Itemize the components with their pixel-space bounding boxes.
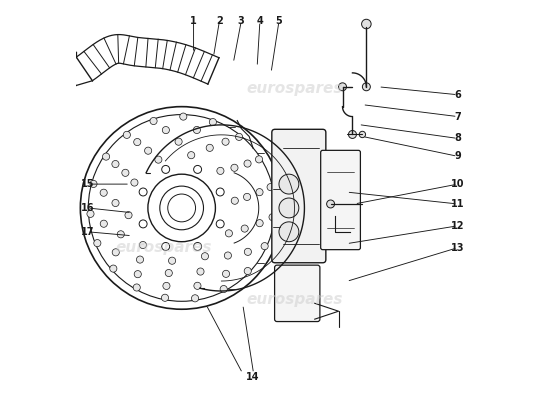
Text: eurospares: eurospares [116,240,212,255]
Circle shape [226,230,233,237]
Text: eurospares: eurospares [246,292,343,307]
Circle shape [134,270,141,278]
Text: 3: 3 [238,16,245,26]
Circle shape [139,188,147,196]
Circle shape [216,220,224,228]
Circle shape [210,118,217,126]
Circle shape [191,295,199,302]
Text: 4: 4 [256,16,263,26]
Circle shape [224,252,232,259]
Text: 7: 7 [454,112,461,122]
Circle shape [162,242,169,250]
Circle shape [112,200,119,206]
Circle shape [123,131,130,138]
Circle shape [188,152,195,159]
Circle shape [87,210,94,218]
Circle shape [163,282,170,290]
Circle shape [133,284,140,291]
Circle shape [244,160,251,167]
Circle shape [117,231,124,238]
Circle shape [197,268,204,275]
FancyBboxPatch shape [321,150,360,250]
Circle shape [217,167,224,174]
Circle shape [361,19,371,29]
Circle shape [165,270,172,276]
Circle shape [150,118,157,124]
Circle shape [110,265,117,272]
Circle shape [255,156,262,163]
Circle shape [256,220,263,227]
Circle shape [112,249,119,256]
Circle shape [261,242,268,250]
Circle shape [267,184,274,191]
Circle shape [269,214,276,221]
Circle shape [139,220,147,228]
Circle shape [175,138,182,145]
Text: 8: 8 [454,134,461,144]
Circle shape [112,160,119,168]
Circle shape [131,179,138,186]
FancyBboxPatch shape [274,265,320,322]
Text: 10: 10 [451,179,464,189]
Circle shape [279,174,299,194]
Circle shape [125,212,132,219]
Circle shape [162,166,169,173]
Circle shape [100,189,107,196]
Circle shape [122,169,129,176]
Text: 11: 11 [451,199,464,209]
Circle shape [244,268,251,274]
Circle shape [180,113,187,120]
Circle shape [231,164,238,171]
Circle shape [168,257,175,264]
Text: eurospares: eurospares [246,81,343,96]
Circle shape [339,83,346,91]
Circle shape [155,156,162,163]
Circle shape [90,180,97,188]
Circle shape [194,242,202,250]
Text: 9: 9 [454,151,461,161]
Circle shape [102,153,109,160]
Circle shape [241,225,248,232]
Circle shape [201,253,208,260]
Circle shape [279,198,299,218]
Circle shape [327,200,334,208]
Text: 5: 5 [276,16,282,26]
Circle shape [193,126,200,134]
Circle shape [134,138,141,146]
Circle shape [145,147,152,154]
Circle shape [220,286,227,293]
Circle shape [216,188,224,196]
Circle shape [136,256,144,263]
Circle shape [279,222,299,242]
Circle shape [162,126,169,134]
Circle shape [194,282,201,289]
Circle shape [359,131,366,138]
Circle shape [256,188,263,196]
Text: 12: 12 [451,221,464,231]
Text: 1: 1 [190,16,197,26]
Circle shape [139,242,146,248]
Text: 13: 13 [451,243,464,253]
Circle shape [235,133,243,140]
Circle shape [231,197,238,204]
Text: 14: 14 [246,372,260,382]
Text: 2: 2 [216,16,223,26]
Text: 17: 17 [81,227,94,237]
Circle shape [206,144,213,152]
Circle shape [349,130,356,138]
Circle shape [222,270,229,278]
Circle shape [194,166,202,173]
Circle shape [94,240,101,247]
Circle shape [222,138,229,145]
Circle shape [161,294,168,301]
Circle shape [244,248,251,256]
FancyBboxPatch shape [272,129,326,263]
Text: 15: 15 [81,179,94,189]
Text: 6: 6 [454,90,461,100]
Circle shape [362,83,370,91]
Circle shape [100,220,107,227]
Text: 16: 16 [81,203,94,213]
Circle shape [244,193,251,200]
